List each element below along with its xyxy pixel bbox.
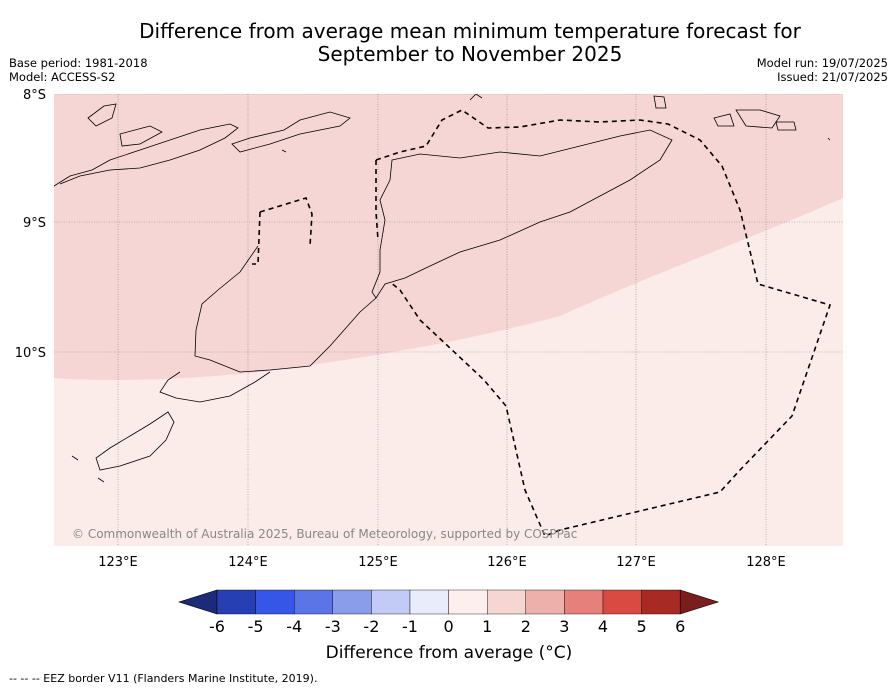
map-area: © Commonwealth of Australia 2025, Bureau… xyxy=(54,94,843,546)
colorbar-tick-label: -5 xyxy=(248,617,264,636)
islet-coast xyxy=(775,121,797,131)
lon-label-127e: 127°E xyxy=(616,555,656,570)
colorbar-extend-low xyxy=(178,589,218,615)
colorbar-swatch xyxy=(448,589,488,615)
lon-label-125e: 125°E xyxy=(358,555,398,570)
colorbar-swatch xyxy=(294,589,334,615)
colorbar-swatch xyxy=(525,589,565,615)
colorbar-swatch xyxy=(255,589,295,615)
island-coast xyxy=(119,125,163,147)
lon-label-124e: 124°E xyxy=(228,555,268,570)
eez-border-oecusse xyxy=(259,197,313,247)
colorbar-tick-label: 4 xyxy=(598,617,608,636)
colorbar-swatch xyxy=(487,589,527,615)
issued-date: Issued: 21/07/2025 xyxy=(777,70,888,84)
rote-coast xyxy=(159,371,271,403)
lat-label-9s: 9°S xyxy=(23,216,46,231)
islet-coast xyxy=(71,455,79,461)
model-run: Model run: 19/07/2025 xyxy=(756,56,888,70)
colorbar-extend-high xyxy=(679,589,720,615)
colorbar-tick-label: 2 xyxy=(521,617,531,636)
timor-north-coast xyxy=(371,129,673,299)
colorbar-tick-label: 5 xyxy=(637,617,647,636)
colorbar-tick-label: -3 xyxy=(325,617,341,636)
colorbar-tick-label: -6 xyxy=(209,617,225,636)
colorbar-tick-label: 1 xyxy=(482,617,492,636)
meta-left: Base period: 1981-2018 Model: ACCESS-S2 xyxy=(9,56,148,84)
colorbar-swatch xyxy=(564,589,604,615)
coastlines xyxy=(54,94,831,483)
timor-south-coast xyxy=(194,245,377,373)
eez-footnote: -- -- -- EEZ border V11 (Flanders Marine… xyxy=(9,672,318,685)
colorbar-tick-label: 3 xyxy=(559,617,569,636)
colorbar-swatch xyxy=(332,589,372,615)
flores-coast xyxy=(54,123,239,187)
islet-coast xyxy=(469,94,483,101)
colorbar: -6 -5 -4 -3 -2 -1 0 1 2 3 4 5 6 xyxy=(178,589,720,636)
colorbar-tick-label: -1 xyxy=(402,617,418,636)
copyright-notice: © Commonwealth of Australia 2025, Bureau… xyxy=(72,527,577,541)
islet-coast xyxy=(97,477,105,483)
title-line-2: September to November 2025 xyxy=(317,42,623,66)
colorbar-tick-label: -4 xyxy=(286,617,302,636)
colorbar-swatch xyxy=(641,589,681,615)
wetar-islet-coast xyxy=(653,95,667,109)
lon-label-128e: 128°E xyxy=(746,555,786,570)
colorbar-tick-label: 6 xyxy=(675,617,685,636)
islet-coast xyxy=(713,113,735,127)
islet-coast xyxy=(827,137,831,141)
lon-label-123e: 123°E xyxy=(98,555,138,570)
colorbar-swatch xyxy=(409,589,449,615)
lon-label-126e: 126°E xyxy=(487,555,527,570)
model-name: Model: ACCESS-S2 xyxy=(9,70,116,84)
colorbar-swatch xyxy=(602,589,642,615)
axis-labels: 8°S 9°S 10°S 123°E 124°E 125°E 126°E 127… xyxy=(15,88,786,570)
colorbar-swatch xyxy=(371,589,411,615)
island-coast xyxy=(87,103,117,127)
meta-right: Model run: 19/07/2025 Issued: 21/07/2025 xyxy=(757,56,888,84)
colorbar-tick-label: -2 xyxy=(363,617,379,636)
eez-border-timor xyxy=(375,109,832,538)
title-line-1: Difference from average mean minimum tem… xyxy=(139,19,801,43)
colorbar-tick-label: 0 xyxy=(444,617,454,636)
colorbar-title: Difference from average (°C) xyxy=(325,643,573,663)
eez-border-oecusse-west xyxy=(252,211,261,265)
anomaly-1-2-region xyxy=(54,94,843,380)
map-title: Difference from average mean minimum tem… xyxy=(70,20,870,66)
eez-borders xyxy=(252,109,832,538)
colorbar-swatch xyxy=(216,589,256,615)
islet-coast xyxy=(281,149,287,153)
lat-label-8s: 8°S xyxy=(23,88,46,103)
graticule xyxy=(54,94,843,546)
base-period: Base period: 1981-2018 xyxy=(9,56,148,70)
sawu-coast xyxy=(95,411,175,471)
alor-coast xyxy=(231,111,351,153)
lat-label-10s: 10°S xyxy=(15,346,46,361)
